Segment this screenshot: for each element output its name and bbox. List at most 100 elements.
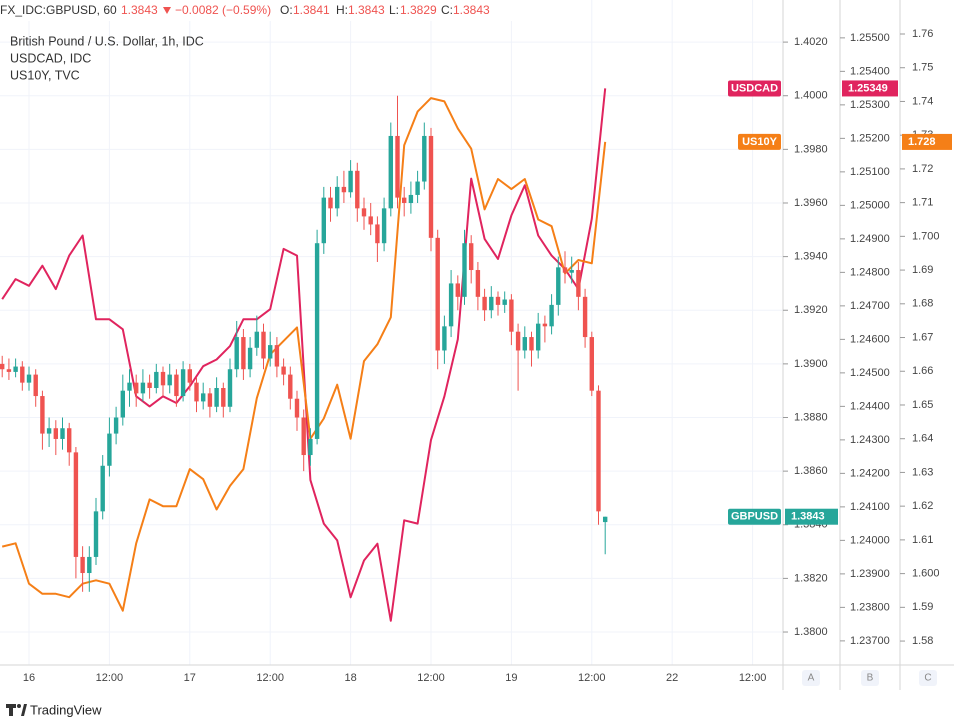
y-tick-label: 1.3980 [794,143,828,155]
candle-body [596,390,601,512]
y-tick-label: 1.3960 [794,197,828,209]
y-tick-label: 1.64 [912,433,933,445]
candle-body [201,393,206,402]
y-tick-label: 1.24500 [850,367,890,379]
candle-body [60,428,65,439]
candle-body [549,304,554,327]
candle-body [381,208,387,244]
axis-button[interactable] [919,670,937,686]
candle-body [489,296,494,311]
candle-body [140,382,146,394]
y-tick-label: 1.4020 [794,36,828,48]
logo-icon [6,704,16,716]
candle-body [422,135,427,182]
candle-body [462,243,467,297]
candle-body [542,323,548,327]
candle-body [254,331,260,348]
open-value: 1.3841 [293,3,330,17]
candle-body [93,511,99,557]
y-tick-label: 1.58 [912,635,933,647]
plot [0,88,608,622]
y-tick-label: 1.24900 [850,233,890,245]
candle-body [301,417,306,456]
y-tick-label: 1.3800 [794,626,828,638]
axis-button[interactable] [861,670,879,686]
tag-value: 1.25349 [848,82,888,94]
candle-body [428,135,434,238]
axis-label: A [808,673,815,684]
candle-body [46,428,52,434]
candle-body [288,374,293,399]
y-tick-label: 1.59 [912,601,933,613]
candle-body [361,208,367,217]
candle-body [515,331,521,351]
y-tick-label: 1.25400 [850,65,890,77]
x-tick-label: 12:00 [739,672,767,684]
x-tick-label: 19 [505,672,517,684]
high-label: H: [336,3,348,17]
candle-body [0,363,5,370]
candle-body [415,181,420,195]
candle-body [569,270,574,273]
candle-body [67,428,72,453]
candle-body [509,299,514,332]
y-tick-label: 1.25300 [850,99,890,111]
candle-body [234,337,239,370]
candle-body [207,393,213,407]
candle-body [355,170,360,209]
candle-body [314,243,320,439]
candle-body [589,337,594,391]
candle-body [6,369,12,372]
candle-body [241,337,246,370]
candle-body [120,390,126,418]
tag-box [728,80,781,97]
y-tick-label: 1.24100 [850,501,890,513]
candle-body [435,237,440,351]
candle-body [495,296,501,305]
candle-body [348,170,353,193]
y-tick-label: 1.700 [912,230,940,242]
axis-button[interactable] [802,670,820,686]
x-tick-label: 12:00 [417,672,445,684]
grid [0,0,783,665]
y-tick-label: 1.24600 [850,333,890,345]
tag-box [738,133,781,150]
candle-body [535,323,541,351]
y-tick-label: 1.24400 [850,400,890,412]
candle-body [334,186,340,209]
x-tick-label: 17 [184,672,196,684]
candle-body [274,345,280,367]
candle-body [134,382,139,394]
candle-body [174,374,179,397]
candle-body [321,197,326,244]
candle-body [482,296,487,311]
brand[interactable]: TradingView [30,702,102,717]
candle-body [308,438,313,456]
y-tick-label: 1.4000 [794,90,828,102]
brand-logo [6,704,27,716]
candle-body [395,135,400,198]
footer [0,690,954,718]
low-value: 1.3829 [400,3,437,17]
candle-body [408,194,414,203]
y-tick-label: 1.3940 [794,251,828,263]
open-label: O: [280,3,293,17]
candle-body [221,388,226,407]
x-tick-label: 22 [666,672,678,684]
candle-body [602,516,608,523]
x-tick-label: 12:00 [256,672,284,684]
series-line [1,88,607,622]
down-arrow-icon [163,7,171,14]
candle-body [53,428,59,439]
x-tick-label: 12:00 [96,672,124,684]
price-tags: GBPUSD 1.3843 USDCAD 1.25349 US10Y 1.728 [728,80,952,525]
candle-body [268,345,273,359]
candle-body [107,433,112,466]
series-line [1,97,607,612]
candle-body [160,371,166,386]
y-tick-label: 1.24300 [850,434,890,446]
candle-body [261,331,266,359]
candle-body [33,374,38,397]
close-label: C: [441,3,453,17]
y-tick-label: 1.61 [912,534,933,546]
